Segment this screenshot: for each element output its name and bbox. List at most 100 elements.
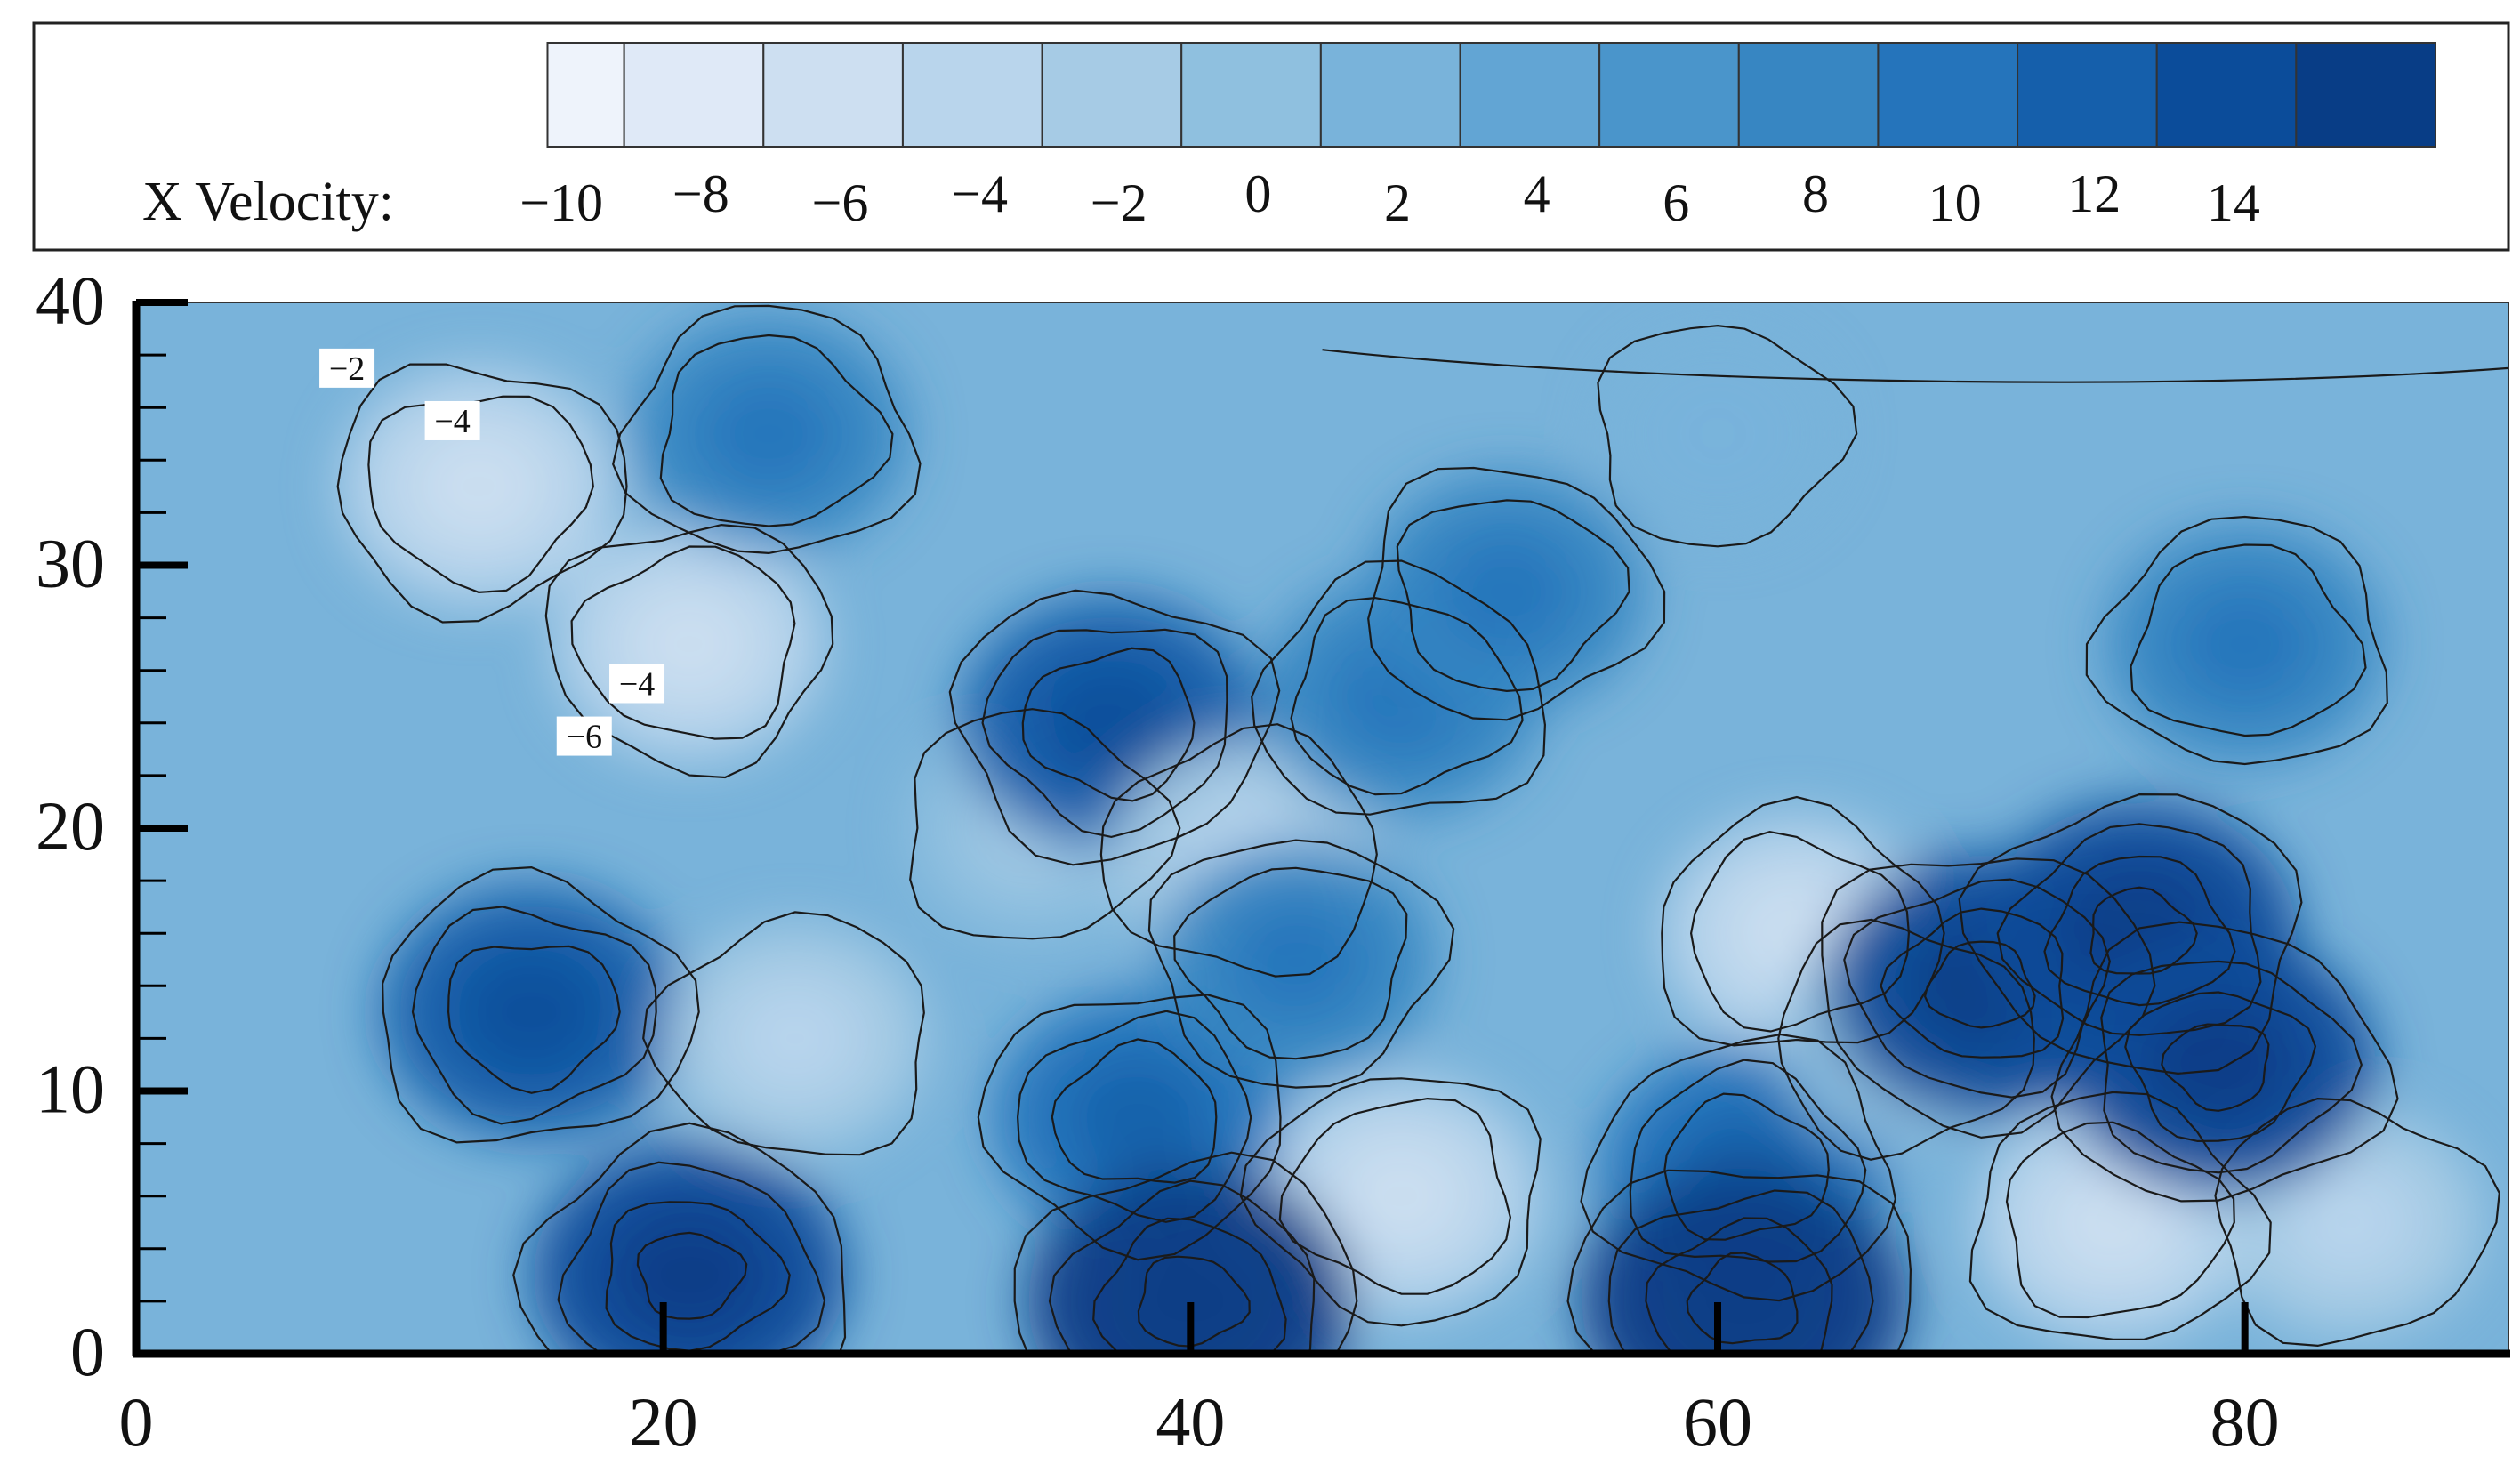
contour-label: −6 [556,716,612,756]
contour-line [2214,1097,2500,1348]
contour-line [544,523,834,779]
colorbar-swatch [1459,42,1601,148]
colorbar-swatch [1737,42,1880,148]
contour-line [1661,795,1945,1047]
colorbar-swatches [546,42,2437,148]
field-region-core [1437,532,1576,651]
contour-line [1580,1033,1897,1302]
contour-line [2130,543,2367,737]
contour-line [1607,1189,1874,1355]
colorbar-tick-label: −2 [1091,173,1147,232]
contour-line [1645,1217,1833,1355]
contour-line [1958,793,2303,1075]
x-axis-ticks: 0 20 40 60 80 [119,1302,2280,1461]
contour-line [2085,515,2388,766]
contour-line [2124,991,2317,1143]
contour-line [1367,466,1666,721]
colorbar-tick-label: 12 [2067,165,2121,223]
y-tick-label: 40 [36,262,105,339]
contour-line [612,304,922,555]
colorbar-swatch [1180,42,1322,148]
colorbar-swatch [1598,42,1740,148]
colorbar-tick-label: −4 [951,165,1008,223]
contour-line [1396,499,1630,693]
field-region-core [409,427,548,546]
colorbar-tick-label: 4 [1524,165,1550,223]
field-region-core [1663,1234,1826,1355]
contour-line [1597,324,1858,548]
colorbar-swatch [546,42,625,148]
contour-line [981,628,1228,839]
field-region-core [1227,900,1365,1018]
colorbar-swatch [2155,42,2298,148]
colorbar-tick-label: 2 [1384,173,1411,232]
colorbar-swatch [2295,42,2437,148]
contour-lines [336,304,2508,1355]
contour-line [1137,1255,1251,1348]
contour-line [381,865,700,1144]
contour-label: −4 [424,400,480,440]
y-tick-label: 30 [36,525,105,602]
contour-line [2161,1023,2270,1112]
field-region-core [729,981,861,1096]
colorbar-tick-label: 8 [1802,165,1829,223]
x-tick-label: 60 [1683,1383,1752,1461]
contour-line [1051,1038,1218,1184]
contour-label-text: −4 [434,403,470,440]
contour-line [1629,1059,1867,1263]
contour-line [2005,1121,2235,1319]
contour-line [1092,1217,1287,1355]
colorbar-swatch [623,42,765,148]
colorbar-tick-label: 10 [1928,173,1982,232]
colorbar-tick-label: 6 [1663,173,1689,232]
contour-labels: −2 −4 −4 −6 [319,348,665,756]
field-region-core [2284,1165,2416,1280]
x-tick-label: 20 [629,1383,698,1461]
contour-label: −2 [319,348,375,388]
contour-label-bg [424,400,480,440]
colorbar-legend: X Velocity: −10 −8 −6 −4 −2 0 2 4 6 8 10 12 14 [32,21,2510,252]
contour-line [909,708,1181,940]
contour-line [2089,886,2198,975]
contour-line [1322,349,2508,383]
contour-line [570,545,796,740]
colorbar-tick-label: −8 [672,165,729,223]
contour-line [1686,1252,1799,1345]
contour-line [1278,1097,1512,1295]
contour-line [642,911,925,1156]
contour-line [512,1122,847,1355]
field-region-core [1066,1056,1210,1179]
field-region-core [2044,1163,2182,1282]
y-tick-label: 0 [70,1313,105,1390]
contour-line [977,994,1282,1261]
field-region-core [1332,1137,1470,1255]
contour-line [1251,559,1547,816]
contour-line [1566,1169,1912,1355]
contour-line [336,363,628,624]
colorbar-swatch [1319,42,1461,148]
field-region-core [1035,659,1187,786]
y-axis-ticks: 0 10 20 30 40 [36,262,188,1390]
contour-label-bg [319,348,375,388]
contour-line [1016,1010,1252,1223]
x-tick-label: 0 [119,1383,154,1461]
contour-line [1290,596,1524,796]
colorbar-swatch [1877,42,2019,148]
contour-label-text: −4 [619,665,655,703]
field-region-core [1108,1234,1272,1355]
contour-line [411,906,657,1125]
contour-line [1923,940,2036,1029]
contour-line [1843,878,2111,1099]
contour-line [557,1161,826,1355]
contour-line [636,1231,748,1320]
contour-label-text: −2 [329,350,365,388]
contour-line [2100,960,2363,1174]
field-region-core [2176,584,2315,704]
colorbar-tick-label: 0 [1244,165,1271,223]
contour-line [1048,1179,1316,1355]
colorbar-swatch [762,42,904,148]
contour-line [367,395,594,594]
y-tick-label: 10 [36,1050,105,1128]
contour-line [447,945,621,1094]
